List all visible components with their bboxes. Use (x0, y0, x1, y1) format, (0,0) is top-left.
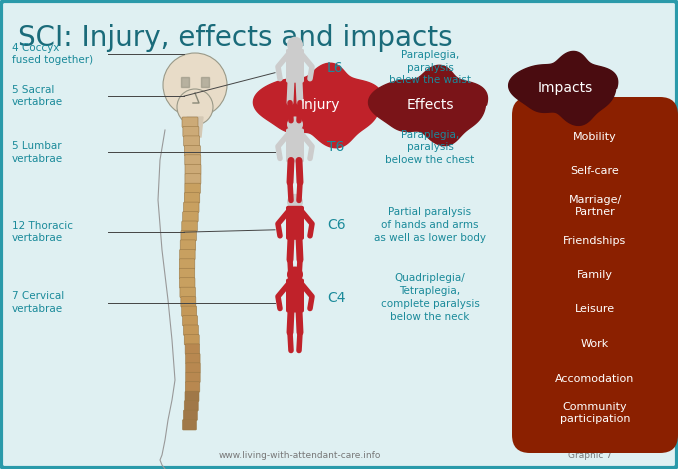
Text: Accomodation: Accomodation (555, 373, 635, 384)
Text: 4 Coccyx
fused together): 4 Coccyx fused together) (12, 43, 93, 65)
Polygon shape (254, 63, 382, 148)
Text: L6: L6 (327, 61, 344, 75)
FancyBboxPatch shape (185, 382, 200, 392)
FancyBboxPatch shape (186, 353, 200, 364)
FancyBboxPatch shape (180, 287, 195, 298)
Text: www.living-with-attendant-care.info: www.living-with-attendant-care.info (219, 451, 381, 460)
Text: Family: Family (577, 270, 613, 280)
Circle shape (177, 89, 213, 125)
Text: Paraplegia,
paralysis
belew the waist: Paraplegia, paralysis belew the waist (389, 50, 471, 85)
FancyBboxPatch shape (185, 183, 200, 194)
FancyBboxPatch shape (286, 279, 304, 312)
FancyBboxPatch shape (184, 145, 201, 156)
Circle shape (287, 37, 303, 53)
FancyBboxPatch shape (184, 136, 200, 146)
Text: Community
participation: Community participation (560, 402, 631, 424)
Text: 12 Thoracic
vertabrae: 12 Thoracic vertabrae (12, 221, 73, 243)
FancyBboxPatch shape (180, 278, 195, 288)
FancyBboxPatch shape (186, 372, 200, 383)
Polygon shape (201, 77, 209, 87)
FancyBboxPatch shape (185, 174, 201, 184)
Text: 7 Cervical
vertabrae: 7 Cervical vertabrae (12, 291, 64, 314)
Text: Self-care: Self-care (571, 166, 620, 176)
FancyBboxPatch shape (182, 316, 197, 326)
Circle shape (287, 116, 303, 132)
Text: SCI: Injury, effects and impacts: SCI: Injury, effects and impacts (18, 24, 453, 52)
FancyBboxPatch shape (286, 49, 304, 83)
Text: Leisure: Leisure (575, 304, 615, 315)
Circle shape (287, 266, 303, 282)
FancyBboxPatch shape (182, 212, 198, 222)
FancyBboxPatch shape (185, 155, 201, 165)
FancyBboxPatch shape (186, 363, 200, 373)
FancyBboxPatch shape (179, 259, 195, 269)
Text: 5 Lumbar
vertabrae: 5 Lumbar vertabrae (12, 141, 63, 164)
FancyBboxPatch shape (184, 325, 199, 335)
FancyBboxPatch shape (184, 334, 199, 345)
FancyBboxPatch shape (182, 306, 197, 317)
FancyBboxPatch shape (180, 240, 196, 250)
Text: Partial paralysis
of hands and arms
as well as lower body: Partial paralysis of hands and arms as w… (374, 207, 486, 242)
Text: Work: Work (581, 339, 609, 349)
FancyBboxPatch shape (286, 129, 304, 162)
Text: C4: C4 (327, 290, 346, 304)
Text: C6: C6 (327, 218, 346, 232)
Text: Graphic 7: Graphic 7 (568, 451, 612, 460)
Polygon shape (181, 77, 189, 87)
FancyBboxPatch shape (179, 268, 195, 279)
FancyBboxPatch shape (184, 401, 198, 411)
Text: Injury: Injury (300, 98, 340, 112)
Polygon shape (187, 117, 203, 137)
FancyBboxPatch shape (181, 230, 197, 241)
Text: Marriage/
Partner: Marriage/ Partner (568, 195, 622, 217)
Text: 5 Sacral
vertabrae: 5 Sacral vertabrae (12, 85, 63, 107)
Text: Effects: Effects (406, 98, 454, 112)
FancyBboxPatch shape (182, 221, 197, 232)
FancyBboxPatch shape (185, 164, 201, 175)
Polygon shape (508, 52, 618, 125)
FancyBboxPatch shape (182, 117, 198, 128)
FancyBboxPatch shape (512, 97, 678, 453)
Text: Quadriplegia/
Tetraplegia,
complete paralysis
below the neck: Quadriplegia/ Tetraplegia, complete para… (380, 273, 479, 322)
FancyBboxPatch shape (184, 202, 199, 212)
FancyBboxPatch shape (180, 250, 195, 260)
Polygon shape (369, 65, 487, 145)
FancyBboxPatch shape (286, 206, 304, 240)
Text: Impacts: Impacts (538, 81, 593, 95)
Text: Mobility: Mobility (573, 132, 617, 142)
FancyBboxPatch shape (185, 391, 199, 401)
FancyBboxPatch shape (182, 420, 197, 430)
FancyBboxPatch shape (185, 344, 199, 355)
FancyBboxPatch shape (181, 296, 196, 307)
FancyBboxPatch shape (184, 193, 200, 203)
FancyBboxPatch shape (183, 127, 199, 137)
FancyBboxPatch shape (183, 410, 197, 421)
Text: T6: T6 (327, 140, 344, 154)
Circle shape (163, 53, 227, 117)
Text: Friendships: Friendships (563, 235, 626, 245)
Circle shape (287, 194, 303, 210)
Text: Paraplegia,
paralysis
beloew the chest: Paraplegia, paralysis beloew the chest (385, 129, 475, 165)
